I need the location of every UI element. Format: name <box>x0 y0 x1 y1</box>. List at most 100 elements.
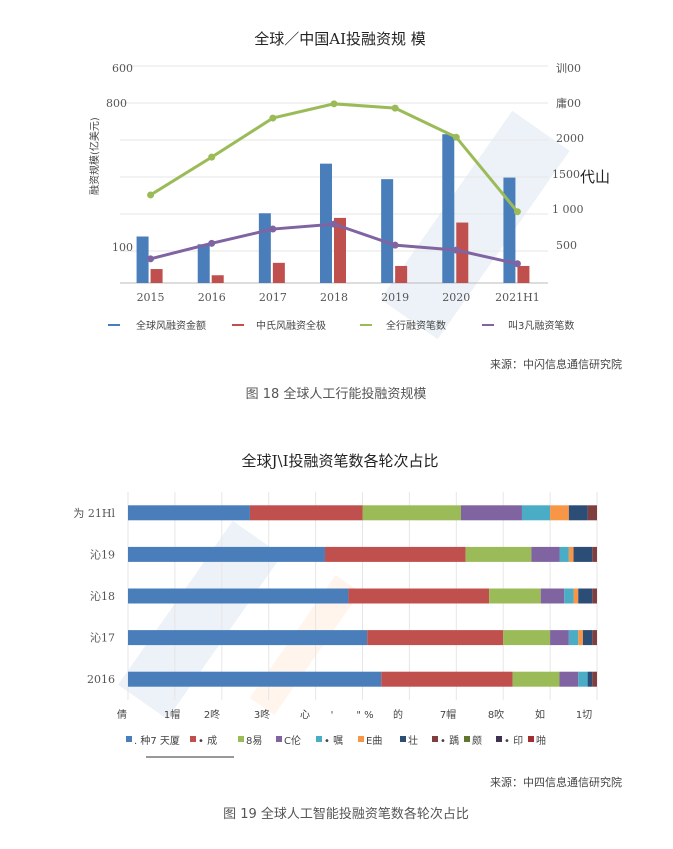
chart-1-x-tick-0: 2015 <box>137 291 165 304</box>
chart-1-point-0-2 <box>269 114 277 122</box>
chart-2-legend-swatch-5 <box>358 736 364 742</box>
chart-2-segment-4-2 <box>512 671 560 687</box>
chart-2-segment-0-0 <box>128 505 250 521</box>
chart-1-right-tick-5: 500 <box>556 239 577 252</box>
chart-1-left-tick-1: 800 <box>106 97 127 110</box>
chart-2-segment-2-2 <box>489 588 541 604</box>
chart-1-right-tick-2: 2000 <box>556 132 584 145</box>
chart-1-bar-0-0 <box>136 236 149 283</box>
chart-1-bar-0-1 <box>197 244 210 283</box>
chart-2-legend-8: 颇 <box>472 734 482 747</box>
chart-2-x-tick-4: 心 <box>300 709 310 721</box>
chart-2-legend-swatch-0 <box>126 736 132 742</box>
chart-2-segment-4-6 <box>587 671 593 687</box>
chart-1-x-tick-5: 2020 <box>442 291 470 304</box>
chart-2-segment-1-5 <box>568 546 574 562</box>
chart-1-bar-1-4 <box>395 265 408 283</box>
chart-1-bar-0-6 <box>503 177 516 283</box>
chart-2-segment-3-0 <box>128 630 368 646</box>
chart-2-segment-0-6 <box>568 505 588 521</box>
chart-2-legend: . 种7 天厦 • 成 8易 C伦 • 嘱 E曲 壮 • 踽颇 • 印 啪 <box>126 734 546 747</box>
chart-2-category-0: 为 21Hl <box>73 507 115 520</box>
chart-2-segment-0-3 <box>460 505 522 521</box>
chart-2-segment-1-7 <box>592 546 597 562</box>
chart-1-caption: 图 18 全球人工行能投融资规模 <box>246 386 427 402</box>
chart-2-legend-swatch-1 <box>190 736 196 742</box>
chart-1-bar-1-3 <box>334 217 346 283</box>
chart-1-left-tick-2: 100 <box>112 241 133 254</box>
chart-2-category-4: 2016 <box>87 673 115 686</box>
chart-2-source: 来源：中四信息通信研究院 <box>490 775 622 789</box>
chart-2-title: 全球J\I投融资笔数各轮次占比 <box>242 452 439 470</box>
chart-2-segment-4-1 <box>381 671 513 687</box>
chart-1-x-tick-1: 2016 <box>198 291 226 304</box>
chart-2-segment-3-6 <box>582 630 593 646</box>
chart-2-x-tick-7: 的 <box>393 708 403 721</box>
chart-2-bars <box>128 505 597 687</box>
chart-2-legend-4: • 嘱 <box>324 735 343 747</box>
chart-2-caption: 图 19 全球人工智能投融资笔数各轮次占比 <box>223 806 469 822</box>
chart-2-segment-4-7 <box>592 671 597 687</box>
chart-2-segment-2-7 <box>592 588 597 604</box>
chart-1-point-1-3 <box>330 220 338 228</box>
chart-2-x-tick-9: 8吹 <box>488 708 504 721</box>
chart-2-x-ticks: 倩 1帽 2咚 3咚 心 ' " % 的 7帽 8吹 如 1切 <box>117 708 592 721</box>
chart-2-legend-9: • 印 <box>504 735 523 747</box>
chart-2-legend-swatch-10 <box>528 736 534 742</box>
chart-1-legend: 全球风融资金额 中氏风融资全极 全行融资笔数 叫3凡融资笔数 <box>108 319 574 332</box>
chart-2-category-labels: 为 21Hl 沁19 沁18 沁17 2016 <box>73 507 115 686</box>
chart-1-left-axis-label: 融资规模(亿美元) <box>88 117 101 195</box>
chart-2-legend-10: 啪 <box>536 734 546 747</box>
chart-2-segment-2-4 <box>564 588 574 604</box>
chart-1-point-1-1 <box>208 239 216 247</box>
chart-2-x-tick-11: 1切 <box>576 709 592 721</box>
chart-1-point-1-4 <box>391 241 399 249</box>
chart-2-legend-swatch-2 <box>238 736 244 742</box>
chart-2-segment-0-2 <box>362 505 461 521</box>
chart-1-point-0-0 <box>147 191 155 199</box>
chart-1-x-tick-4: 2019 <box>381 291 409 304</box>
chart-2-category-1: 沁19 <box>90 548 115 561</box>
chart-2-segment-3-3 <box>550 630 569 646</box>
chart-2-segment-4-4 <box>578 671 588 687</box>
chart-2-segment-1-6 <box>573 546 593 562</box>
chart-1-bars <box>136 134 530 283</box>
chart-2-legend-5: E曲 <box>366 735 382 747</box>
chart-2-legend-swatch-9 <box>496 736 502 742</box>
chart-2-segment-3-5 <box>578 630 583 646</box>
chart-2-x-tick-8: 7帽 <box>440 708 456 721</box>
watermark <box>118 110 570 720</box>
chart-1-bar-0-2 <box>258 213 271 283</box>
chart-2-x-tick-6: " % <box>356 710 373 721</box>
chart-2-category-3: 沁17 <box>90 632 115 645</box>
chart-2-legend-1: • 成 <box>198 735 217 747</box>
chart-2-segment-3-7 <box>592 630 597 646</box>
chart-1-legend-2: 全行融资笔数 <box>386 319 446 332</box>
chart-1-lines <box>147 100 521 268</box>
chart-2: 全球J\I投融资笔数各轮次占比 为 21Hl 沁19 沁18 沁17 2016 倩 1帽 2… <box>73 452 622 822</box>
chart-2-legend-3: C伦 <box>284 734 301 747</box>
chart-1-point-0-5 <box>452 133 460 141</box>
chart-2-legend-swatch-3 <box>276 736 282 742</box>
chart-1-right-axis-label: 代山 <box>580 168 610 186</box>
chart-2-legend-0: . 种7 天厦 <box>134 734 180 747</box>
chart-2-segment-1-1 <box>324 546 466 562</box>
chart-1-point-0-6 <box>513 208 521 216</box>
chart-2-segment-2-5 <box>573 588 579 604</box>
chart-2-segment-3-4 <box>568 630 579 646</box>
chart-2-segment-1-2 <box>465 546 532 562</box>
chart-1-x-tick-6: 2021H1 <box>495 291 540 304</box>
chart-1-x-tick-2: 2017 <box>259 291 287 304</box>
chart-1-bar-0-4 <box>381 179 394 283</box>
chart-1-point-1-2 <box>269 225 277 233</box>
chart-2-x-tick-2: 2咚 <box>204 708 220 721</box>
chart-1-left-tick-0: 600 <box>112 62 133 75</box>
chart-1-point-1-5 <box>452 246 460 254</box>
chart-1-bar-1-1 <box>211 275 224 283</box>
chart-1-bar-1-6 <box>517 265 530 283</box>
chart-2-segment-0-4 <box>521 505 551 521</box>
chart-1-bar-1-0 <box>150 269 163 283</box>
chart-2-legend-7: • 踽 <box>440 734 459 747</box>
chart-1-point-0-4 <box>391 104 399 112</box>
